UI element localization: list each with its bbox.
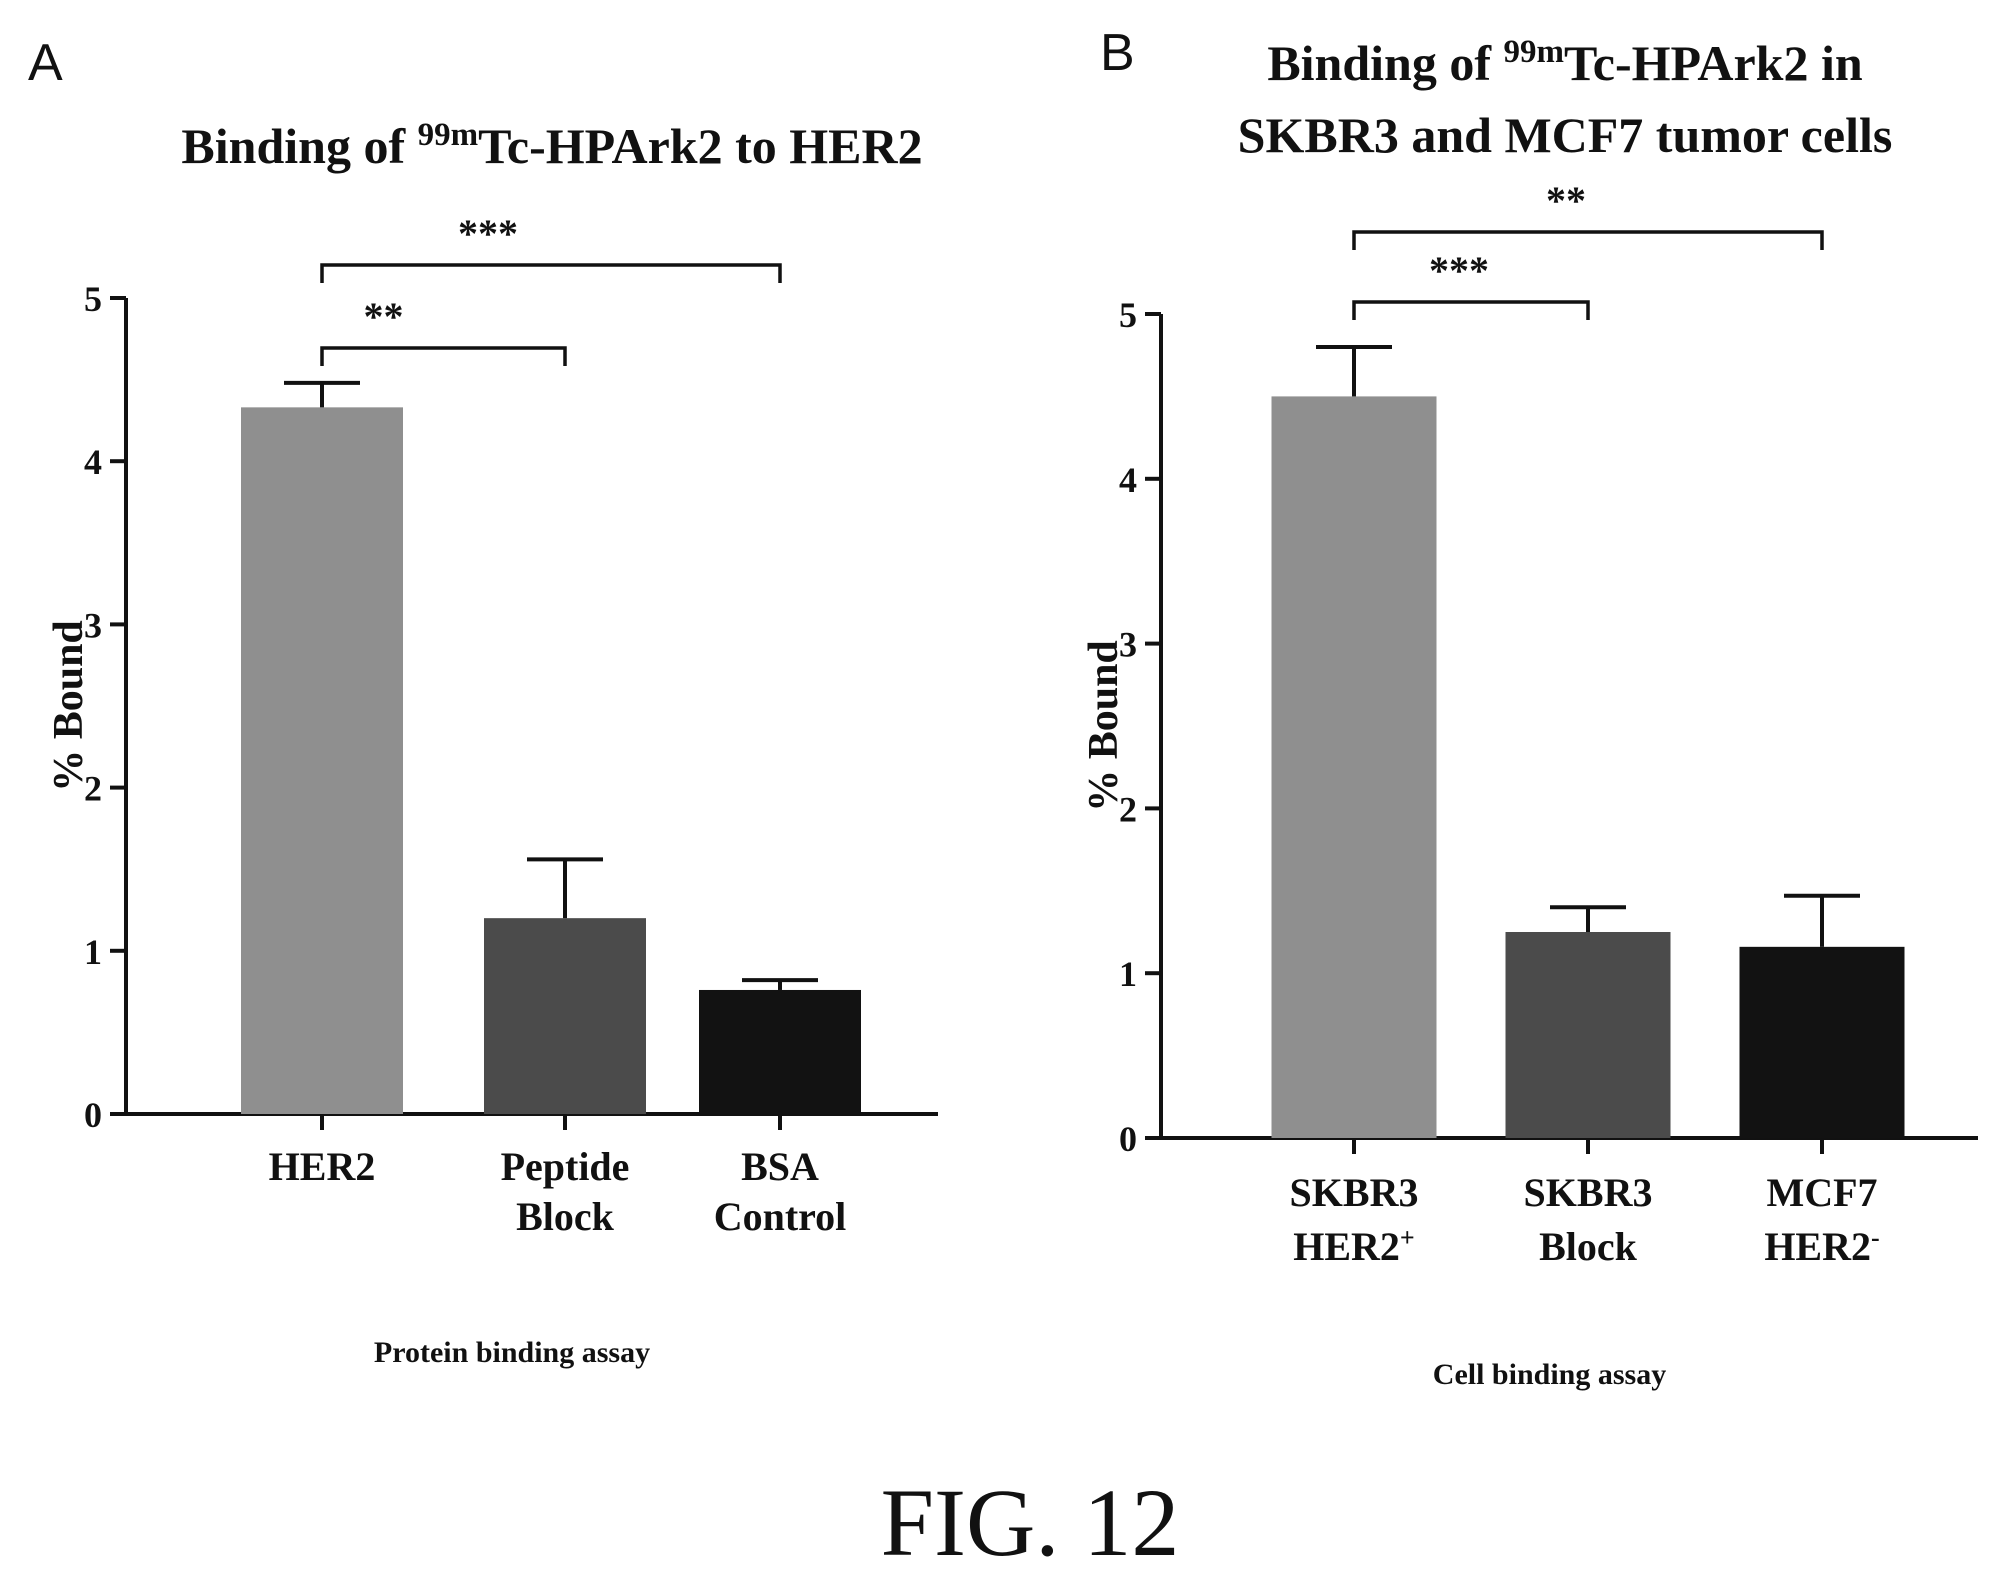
y-tick-label: 5 — [84, 279, 102, 319]
y-axis-label: % Bound — [1081, 640, 1127, 812]
panel-label: B — [1100, 24, 1135, 82]
significance-bracket — [1352, 300, 1590, 320]
x-tick-label: Block — [1539, 1224, 1638, 1269]
x-tick-label: Block — [516, 1194, 615, 1239]
bar — [484, 918, 646, 1114]
chart-title-line2: SKBR3 and MCF7 tumor cells — [1238, 107, 1893, 163]
x-tick-label: HER2 — [269, 1144, 376, 1189]
y-tick-label: 3 — [84, 605, 102, 645]
bar — [1505, 932, 1671, 1138]
bar — [241, 407, 403, 1114]
bar — [1271, 396, 1437, 1138]
bar — [1739, 946, 1905, 1138]
significance-bracket — [1352, 230, 1824, 250]
significance-bracket — [320, 263, 782, 283]
significance-label: ** — [1546, 178, 1586, 223]
x-tick-label: SKBR3 — [1524, 1170, 1653, 1215]
y-tick-label: 4 — [84, 442, 102, 482]
x-tick-label: SKBR3 — [1290, 1170, 1419, 1215]
y-tick-label: 2 — [1119, 789, 1137, 829]
figure-caption: FIG. 12 — [881, 1469, 1180, 1576]
bar — [699, 989, 861, 1114]
y-tick-label: 0 — [1119, 1119, 1137, 1159]
y-tick-label: 5 — [1119, 295, 1137, 335]
y-tick-label: 4 — [1119, 460, 1137, 500]
x-tick-label: Control — [714, 1194, 847, 1239]
y-tick-label: 2 — [84, 769, 102, 809]
panel-a: A Binding of 99mTc-HPArk2 to HER2 0 1 2 3 4 5 % … — [28, 34, 938, 1369]
x-tick-label: MCF7 — [1766, 1170, 1877, 1215]
significance-bracket — [320, 346, 567, 366]
y-tick-label: 3 — [1119, 625, 1137, 665]
y-tick-label: 1 — [1119, 954, 1137, 994]
panel-b: B Binding of 99mTc-HPArk2 in SKBR3 and MCF… — [1081, 24, 1978, 1391]
significance-label: *** — [458, 211, 518, 256]
significance-label: *** — [1429, 248, 1489, 293]
panel-label: A — [28, 34, 63, 92]
x-tick-label: BSA — [741, 1144, 819, 1189]
significance-label: ** — [364, 294, 404, 339]
chart-title: Binding of 99mTc-HPArk2 to HER2 — [181, 117, 922, 174]
x-axis-label: Cell binding assay — [1433, 1358, 1666, 1391]
chart-title: Binding of 99mTc-HPArk2 in — [1267, 34, 1863, 91]
x-tick-label: HER2+ — [1293, 1223, 1415, 1270]
x-axis-label: Protein binding assay — [374, 1336, 650, 1369]
x-tick-label: HER2- — [1764, 1223, 1879, 1270]
y-axis-label: % Bound — [46, 620, 92, 792]
x-tick-label: Peptide — [501, 1144, 630, 1189]
y-tick-label: 1 — [84, 932, 102, 972]
y-tick-label: 0 — [84, 1095, 102, 1135]
